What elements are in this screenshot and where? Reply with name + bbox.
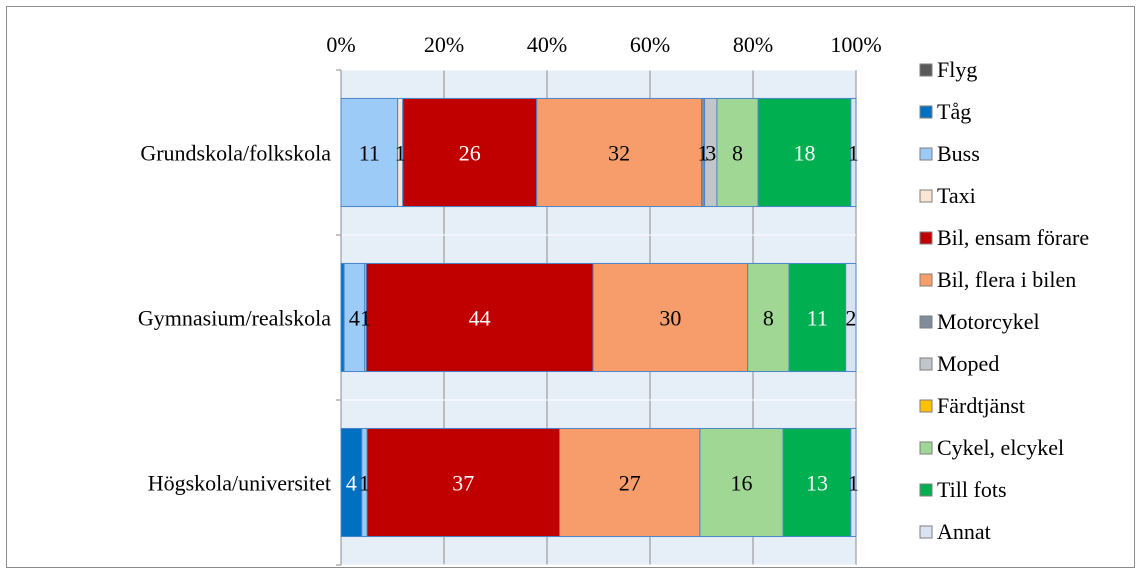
bar-value-label: 1 <box>698 141 709 166</box>
legend-label: Till fots <box>937 477 1007 502</box>
bar-segment <box>365 262 594 373</box>
category-label: Högskola/universitet <box>148 471 331 496</box>
x-tick-label: 60% <box>630 32 670 57</box>
bar-value-label: 13 <box>806 471 828 496</box>
category-label: Gymnasium/realskola <box>138 306 331 331</box>
bar-value-label: 11 <box>359 141 380 166</box>
bar-value-label: 3 <box>705 141 716 166</box>
bar-segment <box>782 427 852 538</box>
bar-value-labels: 11 1 26 32 13 8 18 14 1 44 30 8 11 24 1 37 27 16 13 1 <box>346 141 859 496</box>
legend-swatch <box>919 399 933 413</box>
legend-label: Bil, ensam förare <box>937 225 1089 250</box>
legend-swatch <box>919 315 933 329</box>
legend-swatch <box>919 483 933 497</box>
bar-segment <box>788 262 847 373</box>
legend-label: Motorcykel <box>937 309 1040 334</box>
bar-segment <box>757 97 852 208</box>
x-tick-label: 40% <box>527 32 567 57</box>
bar-value-label: 26 <box>459 141 481 166</box>
bar-value-label: 44 <box>469 306 491 331</box>
x-axis-ticks: 0% 20% 40% 60% 80% 100% <box>326 32 881 57</box>
bar-value-label: 1 <box>360 306 371 331</box>
legend-label: Bil, flera i bilen <box>937 267 1076 292</box>
bar-value-label: 16 <box>731 471 753 496</box>
bar-value-label: 27 <box>619 471 641 496</box>
legend: Flyg Tåg Buss Taxi Bil, ensam förare Bil, fle… <box>919 57 1089 544</box>
bar-value-label: 11 <box>807 306 828 331</box>
legend-swatch <box>919 273 933 287</box>
legend-swatch <box>919 357 933 371</box>
bars <box>340 97 857 538</box>
bar-segment <box>747 262 790 373</box>
bar-segment <box>558 427 701 538</box>
category-label: Grundskola/folkskola <box>140 141 331 166</box>
legend-label: Moped <box>937 351 999 376</box>
bar-value-label: 30 <box>659 306 681 331</box>
bar-segment <box>850 97 857 208</box>
bar-segment <box>536 97 703 208</box>
legend-label: Annat <box>937 519 991 544</box>
bar-value-label: 2 <box>845 306 856 331</box>
bar-value-label: 8 <box>732 141 743 166</box>
bar-segment <box>340 97 399 208</box>
legend-label: Buss <box>937 141 980 166</box>
bar-segment <box>850 427 857 538</box>
bar-value-label: 1 <box>395 141 406 166</box>
bar-segment <box>402 97 538 208</box>
x-tick-label: 0% <box>326 32 355 57</box>
bar-value-label: 4 <box>346 471 357 496</box>
bar-value-label: 8 <box>763 306 774 331</box>
legend-swatch <box>919 441 933 455</box>
legend-label: Cykel, elcykel <box>937 435 1064 460</box>
legend-swatch <box>919 189 933 203</box>
x-tick-label: 20% <box>424 32 464 57</box>
bar-value-label: 1 <box>359 471 370 496</box>
bar-segment <box>716 97 759 208</box>
bar-segment <box>366 427 560 538</box>
legend-label: Färdtjänst <box>937 393 1025 418</box>
bar-value-label: 4 <box>349 306 360 331</box>
bar-value-label: 32 <box>608 141 630 166</box>
bar-segment <box>845 262 857 373</box>
legend-swatch <box>919 525 933 539</box>
legend-label: Tåg <box>937 99 971 124</box>
bar-segment <box>699 427 784 538</box>
legend-swatch <box>919 105 933 119</box>
x-tick-label: 80% <box>733 32 773 57</box>
bar-segment <box>592 262 749 373</box>
legend-swatch <box>919 63 933 77</box>
bar-value-label: 1 <box>848 471 859 496</box>
legend-label: Flyg <box>937 57 977 82</box>
x-tick-label: 100% <box>830 32 881 57</box>
legend-swatch <box>919 231 933 245</box>
bar-value-label: 18 <box>794 141 816 166</box>
bar-value-label: 37 <box>452 471 474 496</box>
bar-value-label: 1 <box>848 141 859 166</box>
legend-swatch <box>919 147 933 161</box>
legend-label: Taxi <box>937 183 976 208</box>
category-labels: Grundskola/folkskola Gymnasium/realskola H… <box>138 141 331 496</box>
